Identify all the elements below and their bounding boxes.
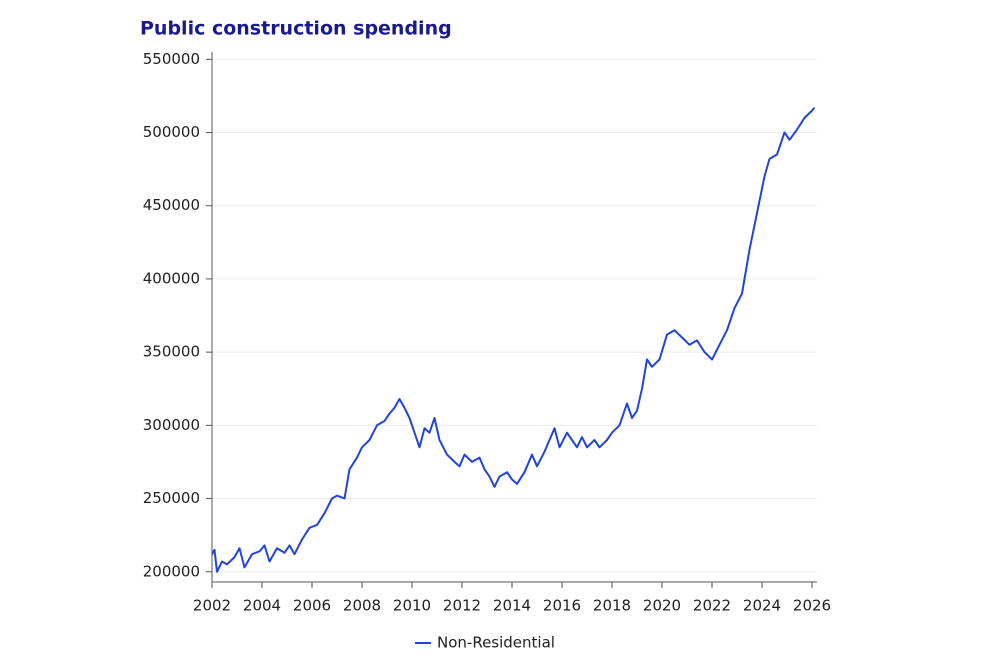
x-tick-label: 2010 — [393, 597, 431, 615]
x-tick-label: 2008 — [343, 597, 381, 615]
x-tick-label: 2018 — [593, 597, 631, 615]
y-tick-label: 350000 — [143, 343, 200, 361]
x-tick-label: 2024 — [743, 597, 781, 615]
x-tick-label: 2012 — [443, 597, 481, 615]
x-tick-label: 2022 — [693, 597, 731, 615]
y-tick-label: 300000 — [143, 416, 200, 434]
legend-label: Non-Residential — [437, 634, 555, 652]
y-tick-label: 400000 — [143, 269, 200, 287]
y-tick-label: 550000 — [143, 50, 200, 68]
x-tick-label: 2014 — [493, 597, 531, 615]
y-tick-label: 450000 — [143, 196, 200, 214]
x-tick-label: 2002 — [193, 597, 231, 615]
x-tick-label: 2016 — [543, 597, 581, 615]
y-tick-label: 250000 — [143, 489, 200, 507]
chart-title: Public construction spending — [140, 18, 452, 40]
y-tick-label: 500000 — [143, 123, 200, 141]
x-tick-label: 2026 — [793, 597, 831, 615]
x-tick-label: 2006 — [293, 597, 331, 615]
x-tick-label: 2020 — [643, 597, 681, 615]
x-tick-label: 2004 — [243, 597, 281, 615]
y-tick-label: 200000 — [143, 562, 200, 580]
data-line — [211, 106, 816, 573]
